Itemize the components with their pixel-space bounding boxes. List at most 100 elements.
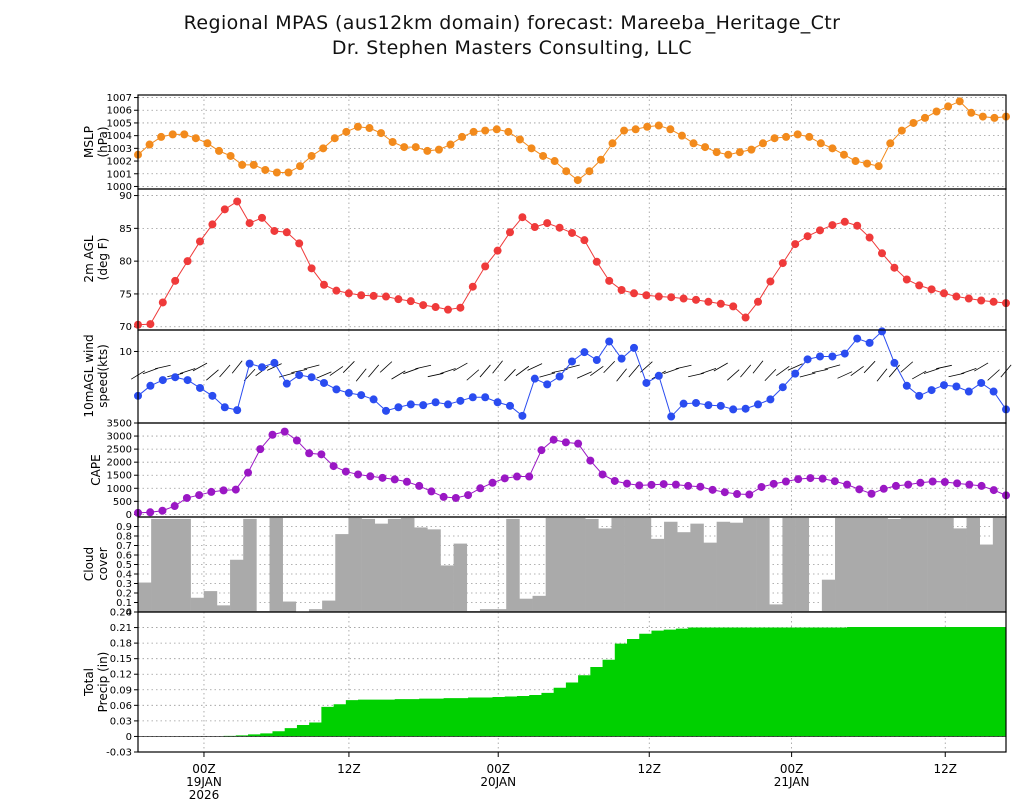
- data-point: [305, 449, 314, 458]
- data-point: [146, 320, 155, 329]
- data-point: [909, 118, 918, 127]
- data-point: [561, 438, 570, 447]
- panel-frame: [137, 329, 1007, 424]
- wind-barb: [740, 364, 752, 378]
- data-point: [332, 286, 341, 295]
- data-point: [580, 236, 589, 245]
- wind-barb: [379, 361, 393, 373]
- series-line: [137, 330, 1007, 418]
- data-point: [766, 277, 775, 286]
- cloud-bar: [835, 517, 849, 612]
- data-point: [207, 487, 216, 496]
- data-point: [890, 358, 899, 367]
- series-line: [137, 431, 1007, 514]
- wind-barb: [936, 364, 952, 370]
- cloud-bar: [572, 517, 586, 612]
- data-point: [468, 393, 477, 402]
- data-point: [890, 263, 899, 272]
- wind-barb: [231, 360, 243, 374]
- cloud-bar: [440, 565, 454, 612]
- wind-barb: [291, 369, 308, 373]
- data-point: [642, 291, 651, 300]
- cloud-bar: [874, 517, 888, 612]
- cloud-bar: [558, 517, 573, 612]
- wind-barb: [776, 365, 790, 377]
- x-tick-label: 00Z: [486, 762, 510, 776]
- data-point: [506, 228, 514, 237]
- wind-barb: [663, 368, 679, 374]
- data-point: [444, 305, 452, 314]
- cloud-bar: [913, 517, 928, 612]
- cloud-bar: [690, 523, 704, 612]
- data-point: [504, 127, 513, 136]
- wind-barb: [316, 371, 332, 379]
- y-tick-label: 0: [126, 510, 132, 521]
- data-point: [518, 213, 527, 222]
- data-point: [488, 478, 497, 487]
- y-tick-label: 0.03: [110, 716, 132, 727]
- data-point: [332, 385, 341, 394]
- data-point: [671, 480, 680, 489]
- data-point: [171, 276, 180, 285]
- y-tick-label: 90: [119, 191, 132, 202]
- data-point: [855, 485, 864, 494]
- data-point: [208, 220, 217, 229]
- cloud-bar: [742, 517, 757, 612]
- data-point: [643, 122, 652, 131]
- data-point: [481, 262, 490, 271]
- x-tick-label: 20JAN: [480, 775, 516, 789]
- data-point: [319, 144, 328, 153]
- cloud-bar: [677, 532, 691, 612]
- data-point: [617, 354, 626, 363]
- data-point: [778, 383, 787, 392]
- data-point: [766, 395, 775, 404]
- data-point: [940, 478, 949, 487]
- wind-barb: [603, 360, 616, 374]
- data-point: [608, 139, 617, 148]
- data-point: [382, 292, 390, 301]
- wind-barb: [900, 361, 914, 373]
- data-point: [157, 132, 166, 141]
- cloud-bar: [861, 517, 875, 612]
- data-point: [493, 398, 502, 407]
- data-point: [920, 113, 929, 122]
- data-point: [527, 144, 536, 153]
- x-tick-label: 12Z: [337, 762, 361, 776]
- y-tick-label: 0.18: [110, 639, 132, 650]
- data-point: [280, 427, 289, 436]
- data-point: [365, 124, 374, 133]
- data-point: [716, 299, 725, 308]
- y-axis-label: Cloudcover: [82, 547, 110, 581]
- data-point: [803, 355, 812, 364]
- data-point: [978, 112, 987, 121]
- y-tick-label: 1003: [107, 144, 132, 155]
- y-tick-label: 1007: [107, 93, 132, 104]
- data-point: [803, 232, 812, 241]
- data-point: [677, 131, 686, 140]
- cloud-bar: [216, 605, 231, 612]
- data-point: [928, 477, 937, 486]
- data-point: [493, 246, 502, 255]
- cloud-bar: [374, 523, 389, 612]
- data-point: [530, 374, 539, 383]
- cloud-bar: [953, 528, 967, 612]
- data-point: [598, 470, 607, 479]
- data-point: [733, 490, 742, 499]
- data-point: [667, 293, 676, 302]
- data-point: [944, 102, 953, 111]
- data-point: [431, 303, 440, 312]
- y-tick-label: 0: [126, 608, 132, 619]
- wind-barb: [799, 372, 816, 378]
- data-point: [729, 405, 738, 414]
- data-point: [282, 379, 291, 388]
- data-point: [208, 391, 217, 400]
- data-point: [955, 97, 964, 106]
- data-point: [840, 349, 849, 358]
- data-point: [295, 239, 304, 248]
- data-point: [537, 446, 546, 455]
- cloud-bar: [230, 559, 244, 612]
- cloud-bar: [637, 517, 652, 612]
- cloud-bar: [269, 517, 283, 612]
- y-axis-label: MSLP(hPa): [82, 126, 110, 158]
- wind-barb: [466, 369, 480, 381]
